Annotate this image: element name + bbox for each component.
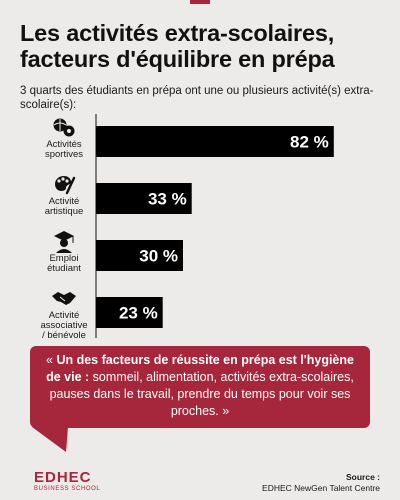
category-label: sportives: [45, 149, 83, 160]
category-label: étudiant: [47, 263, 81, 274]
category-label: Emploi: [49, 253, 78, 264]
quote-tail: [32, 427, 68, 452]
edhec-logo: EDHEC BUSINESS SCHOOL: [34, 470, 100, 493]
bar-value-label: 33 %: [148, 190, 187, 209]
bar-value-label: 30 %: [139, 247, 178, 266]
bar-3: [96, 240, 183, 271]
category-label: Activités: [46, 139, 82, 150]
art-palette-icon: [55, 175, 76, 195]
handshake-icon: [52, 292, 76, 305]
source-credit: Source : EDHEC NewGen Talent Centre: [262, 472, 380, 494]
logo-subtitle: BUSINESS SCHOOL: [34, 486, 101, 492]
category-label: Activité: [49, 310, 80, 321]
bar-value-label: 82 %: [290, 133, 329, 152]
category-label: / bénévole: [42, 330, 86, 341]
bar-1: [96, 126, 334, 157]
quote-open: «: [46, 353, 57, 367]
page-title: Les activités extra-scolaires, facteurs …: [20, 20, 335, 72]
source-title: Source :: [345, 472, 380, 482]
source-text: EDHEC NewGen Talent Centre: [262, 483, 380, 493]
top-accent-bar: [190, 0, 210, 4]
logo-name: EDHEC: [34, 469, 92, 486]
quote-box: « Un des facteurs de réussite en prépa e…: [30, 346, 370, 428]
sports-balls-icon: [53, 118, 75, 137]
quote-text: sommeil, alimentation, activités extra-s…: [49, 370, 354, 418]
chart-subtitle: 3 quarts des étudiants en prépa ont une …: [20, 85, 374, 111]
bar-value-label: 23 %: [119, 304, 158, 323]
quote-bold-text: Un des facteurs de réussite en prépa est…: [46, 353, 354, 384]
graduate-icon: [54, 231, 74, 253]
category-label: Activité: [49, 196, 80, 207]
category-label: associative: [41, 320, 88, 331]
category-label: artistique: [45, 206, 84, 217]
bar-4: [96, 297, 163, 328]
bar-2: [96, 183, 192, 214]
